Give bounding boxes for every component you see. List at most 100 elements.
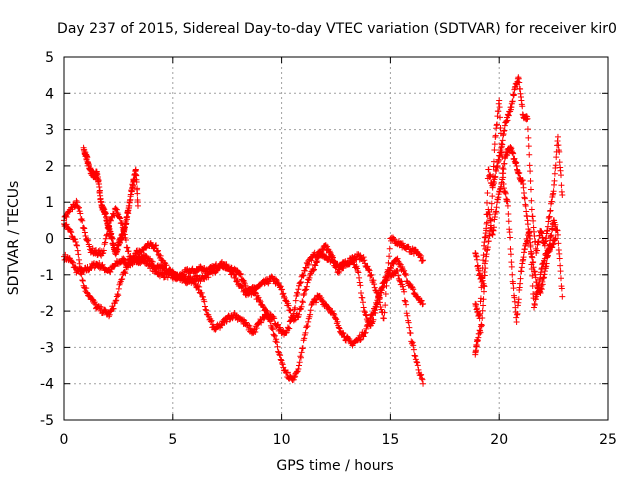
data-point-track-b xyxy=(154,248,161,255)
data-point-track-c xyxy=(384,277,391,284)
data-point-track-a xyxy=(68,258,75,265)
data-point-track-a xyxy=(394,255,401,262)
data-point-track-e xyxy=(504,117,511,124)
data-point-track-a xyxy=(299,299,306,306)
data-point-track-e xyxy=(555,142,562,149)
data-point-track-a xyxy=(307,272,314,279)
data-point-track-c xyxy=(346,261,353,268)
data-point-track-b xyxy=(63,221,70,228)
data-point-track-f xyxy=(520,184,527,191)
data-point-track-b xyxy=(303,324,310,331)
data-point-track-c xyxy=(366,267,373,274)
data-point-track-b xyxy=(373,301,380,308)
data-point-track-c xyxy=(365,267,372,274)
data-point-track-g xyxy=(500,174,507,181)
data-point-track-c xyxy=(382,291,389,298)
data-point-track-e xyxy=(534,247,541,254)
data-point-track-b xyxy=(277,356,284,363)
data-point-track-b xyxy=(157,252,164,259)
data-point-track-g xyxy=(491,147,498,154)
data-point-track-b xyxy=(113,297,120,304)
data-point-track-c xyxy=(292,304,299,311)
data-point-track-b xyxy=(112,297,119,304)
data-point-track-e xyxy=(528,197,535,204)
data-point-track-c xyxy=(239,316,246,323)
data-point-track-b xyxy=(378,285,385,292)
data-point-track-b xyxy=(329,307,336,314)
data-point-track-e xyxy=(528,206,535,213)
data-point-track-b xyxy=(301,335,308,342)
data-point-track-b xyxy=(302,329,309,336)
data-point-track-c xyxy=(258,319,265,326)
data-point-track-g xyxy=(492,132,499,139)
data-point-track-a xyxy=(420,300,427,307)
data-point-track-a xyxy=(303,286,310,293)
chart-title: Day 237 of 2015, Sidereal Day-to-day VTE… xyxy=(57,21,617,37)
data-point-track-c xyxy=(63,213,70,220)
data-point-track-c xyxy=(377,304,384,311)
data-point-track-b xyxy=(402,298,409,305)
data-point-track-b xyxy=(308,302,315,309)
data-point-track-c xyxy=(420,257,427,264)
data-point-track-a xyxy=(303,283,310,290)
data-point-track-g xyxy=(526,228,533,235)
data-point-track-b xyxy=(340,330,347,337)
data-point-track-c xyxy=(381,309,388,316)
data-point-track-c xyxy=(385,259,392,266)
data-point-track-a xyxy=(298,303,305,310)
data-point-track-c xyxy=(102,235,109,242)
data-point-track-a xyxy=(358,290,365,297)
data-point-track-c xyxy=(100,247,107,254)
data-point-track-c xyxy=(85,237,92,244)
data-point-track-g xyxy=(509,271,516,278)
data-point-track-g xyxy=(513,318,520,325)
data-point-track-c xyxy=(290,310,297,317)
data-point-track-b xyxy=(420,380,427,387)
data-point-track-a xyxy=(354,265,361,272)
data-point-track-c xyxy=(103,232,110,239)
data-point-track-b xyxy=(339,329,346,336)
data-point-track-e xyxy=(519,103,526,110)
data-point-track-b xyxy=(407,330,414,337)
data-point-track-a xyxy=(312,262,319,269)
data-point-track-a xyxy=(409,284,416,291)
data-point-track-g xyxy=(505,211,512,218)
data-point-track-e xyxy=(526,151,533,158)
data-point-track-a xyxy=(301,290,308,297)
x-tick-label: 10 xyxy=(273,432,291,448)
data-point-track-c xyxy=(297,279,304,286)
data-point-track-b xyxy=(83,285,90,292)
data-point-track-f xyxy=(557,268,564,275)
data-point-track-c xyxy=(252,328,259,335)
data-point-track-b xyxy=(405,319,412,326)
data-point-track-c xyxy=(291,306,298,313)
data-point-track-b xyxy=(102,306,109,313)
data-point-track-e xyxy=(524,115,531,122)
data-point-track-g xyxy=(489,193,496,200)
data-point-track-c xyxy=(300,272,307,279)
data-point-track-a xyxy=(280,290,287,297)
data-point-track-c xyxy=(81,225,88,232)
data-point-track-b xyxy=(222,261,229,268)
data-point-track-b xyxy=(414,362,421,369)
data-point-track-c xyxy=(190,275,197,282)
data-point-track-f xyxy=(556,255,563,262)
data-point-track-e xyxy=(559,191,566,198)
data-point-track-b xyxy=(410,342,417,349)
data-point-track-g xyxy=(517,275,524,282)
data-point-track-b xyxy=(279,361,286,368)
data-point-track-e xyxy=(510,91,517,98)
data-point-track-e xyxy=(553,154,560,161)
data-point-track-c xyxy=(384,266,391,273)
data-point-track-e xyxy=(495,157,502,164)
data-point-track-g xyxy=(507,251,514,258)
data-point-track-g xyxy=(497,114,504,121)
data-point-track-c xyxy=(294,291,301,298)
data-point-track-a xyxy=(262,279,269,286)
data-point-track-g xyxy=(515,296,522,303)
axis-ticks: 0 5 10 15 20 25 -5 -4 -3 -2 -1 0 1 2 3 4 5 xyxy=(40,50,617,448)
data-point-track-b xyxy=(293,369,300,376)
data-point-track-c xyxy=(134,259,141,266)
data-point-track-c xyxy=(148,258,155,265)
